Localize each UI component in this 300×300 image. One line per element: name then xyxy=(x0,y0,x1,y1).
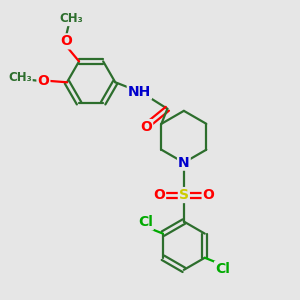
Text: O: O xyxy=(38,74,49,88)
Text: Cl: Cl xyxy=(215,262,230,276)
Text: O: O xyxy=(153,188,165,202)
Text: CH₃: CH₃ xyxy=(59,12,83,25)
Text: O: O xyxy=(203,188,214,202)
Text: O: O xyxy=(140,120,152,134)
Text: N: N xyxy=(178,156,190,170)
Text: S: S xyxy=(179,188,189,202)
Text: Cl: Cl xyxy=(138,215,153,230)
Text: O: O xyxy=(60,34,72,48)
Text: CH₃: CH₃ xyxy=(8,71,32,84)
Text: NH: NH xyxy=(128,85,151,99)
